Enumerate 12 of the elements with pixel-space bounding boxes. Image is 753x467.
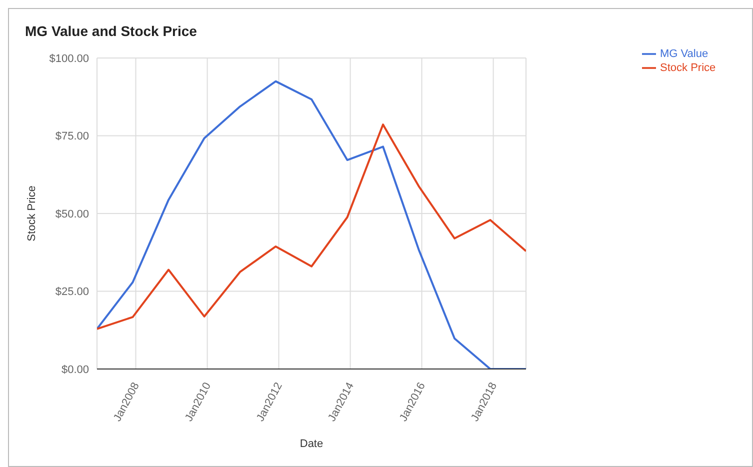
legend-label: MG Value bbox=[660, 48, 708, 60]
chart-title: MG Value and Stock Price bbox=[25, 23, 197, 39]
x-axis-title: Date bbox=[300, 438, 324, 450]
line-series bbox=[97, 80, 526, 369]
y-tick-label: $25.00 bbox=[55, 286, 89, 298]
y-tick-label: $75.00 bbox=[55, 130, 89, 143]
line-series bbox=[97, 124, 526, 330]
y-tick-label: $100.00 bbox=[49, 52, 89, 65]
legend-label: Stock Price bbox=[660, 62, 716, 74]
y-tick-label: $50.00 bbox=[55, 208, 89, 220]
y-axis-title: Stock Price bbox=[26, 186, 38, 242]
y-tick-label: $0.00 bbox=[61, 364, 89, 376]
